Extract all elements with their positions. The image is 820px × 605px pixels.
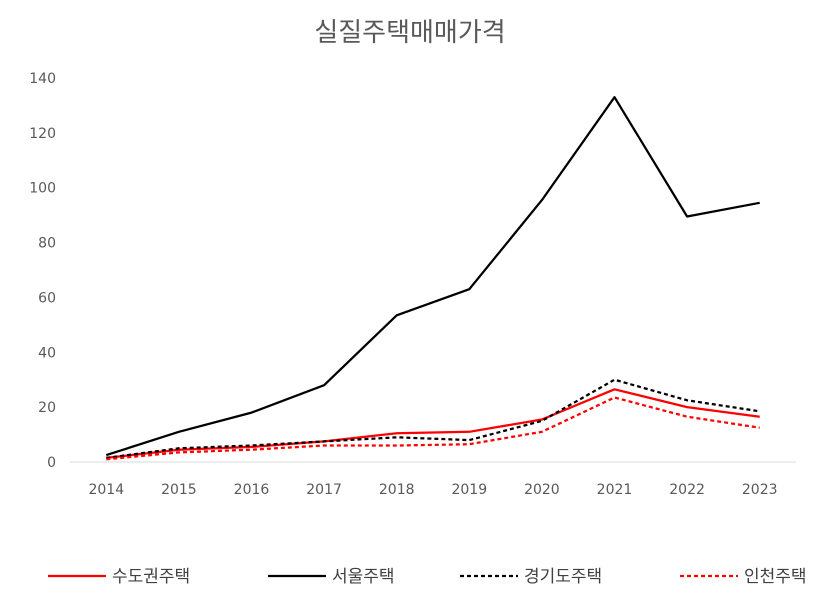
series-line: [106, 396, 760, 461]
x-tick-label: 2020: [524, 482, 560, 498]
x-tick-label: 2018: [379, 482, 415, 498]
plot-area: [105, 96, 760, 461]
y-tick-label: 40: [38, 345, 56, 361]
legend-label: 인천주택: [744, 567, 807, 587]
legend-label: 서울주택: [332, 567, 395, 587]
y-tick-label: 140: [29, 71, 56, 87]
y-tick-label: 80: [38, 236, 56, 252]
legend: 수도권주택 서울주택 경기도주택 인천주택: [48, 567, 807, 587]
y-axis: 0 20 40 60 80 100 120 140: [29, 71, 56, 471]
x-tick-label: 2021: [597, 482, 633, 498]
y-tick-label: 60: [38, 290, 56, 306]
series-line: [106, 378, 760, 460]
legend-label: 수도권주택: [112, 567, 190, 587]
x-tick-label: 2015: [161, 482, 197, 498]
x-tick-label: 2019: [451, 482, 487, 498]
y-tick-label: 20: [38, 400, 56, 416]
y-tick-label: 120: [29, 126, 56, 142]
x-tick-label: 2017: [306, 482, 342, 498]
legend-label: 경기도주택: [524, 567, 602, 587]
x-tick-label: 2022: [669, 482, 705, 498]
y-tick-label: 0: [47, 455, 56, 471]
series-line: [105, 96, 760, 457]
x-axis: 2014 2015 2016 2017 2018 2019 2020 2021 2022 2023: [88, 482, 777, 498]
x-tick-label: 2014: [88, 482, 124, 498]
x-tick-label: 2023: [742, 482, 778, 498]
series-line: [106, 388, 760, 460]
x-tick-label: 2016: [234, 482, 270, 498]
chart-title: 실질주택매매가격: [314, 18, 505, 48]
y-tick-label: 100: [29, 181, 56, 197]
